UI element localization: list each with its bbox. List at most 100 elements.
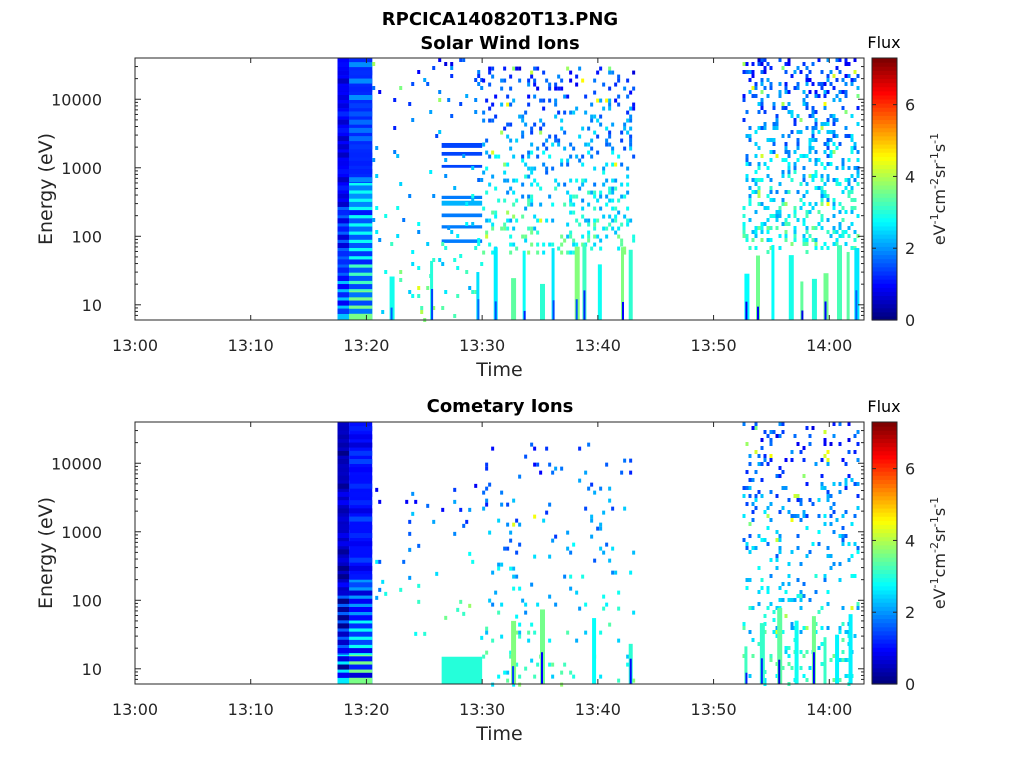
heatmap-cell	[850, 606, 854, 610]
heatmap-band	[349, 516, 373, 522]
heatmap-cell	[441, 262, 445, 266]
heatmap-cell	[787, 214, 791, 218]
heatmap-cell	[811, 114, 815, 118]
heatmap-cell	[491, 570, 495, 575]
heatmap-cell	[527, 250, 531, 255]
heatmap-cell	[787, 498, 791, 502]
heatmap-cell	[802, 154, 806, 158]
heatmap-cell	[450, 230, 454, 234]
heatmap-cell	[605, 142, 609, 147]
heatmap-cell	[823, 430, 827, 434]
heatmap-cell	[829, 114, 833, 118]
heatmap-cell	[542, 162, 546, 167]
heatmap-cell	[569, 154, 573, 159]
heatmap-cell	[393, 126, 397, 130]
heatmap-cell	[796, 130, 800, 134]
heatmap-cell	[605, 126, 609, 131]
heatmap-cell	[581, 154, 585, 159]
heatmap-cell	[781, 198, 785, 202]
heatmap-cell	[617, 638, 621, 643]
heatmap-cell	[802, 626, 806, 630]
heatmap-cell	[820, 186, 824, 190]
colorbar-step	[872, 94, 897, 100]
heatmap-cell	[617, 198, 621, 203]
heatmap-cell	[527, 202, 531, 207]
heatmap-cell	[509, 242, 513, 247]
heatmap-cell	[411, 262, 415, 266]
heatmap-cell	[485, 486, 489, 491]
heatmap-cell	[566, 94, 570, 99]
heatmap-cell	[841, 206, 845, 210]
heatmap-cell	[480, 262, 484, 266]
heatmap-streak	[760, 658, 763, 684]
heatmap-cell	[512, 178, 516, 183]
heatmap-cell	[853, 206, 857, 210]
heatmap-cell	[742, 494, 746, 498]
heatmap-cell	[799, 154, 803, 158]
heatmap-band	[337, 648, 350, 654]
heatmap-cell	[611, 190, 615, 195]
heatmap-band	[337, 234, 350, 240]
heatmap-cell	[450, 74, 454, 78]
heatmap-cell	[775, 190, 779, 194]
heatmap-cell	[748, 578, 752, 582]
heatmap-band	[337, 218, 350, 224]
heatmap-cell	[477, 238, 481, 242]
heatmap-cell	[763, 206, 767, 210]
unit-exponent: -1	[928, 152, 941, 163]
heatmap-cell	[611, 146, 615, 151]
heatmap-cell	[632, 238, 636, 243]
heatmap-cell	[497, 674, 501, 679]
x-tick-label: 13:30	[459, 336, 505, 355]
heatmap-cell	[608, 134, 612, 139]
heatmap-cell	[826, 230, 830, 234]
heatmap-cell	[763, 66, 767, 70]
heatmap-cell	[760, 494, 764, 498]
heatmap-cell	[754, 506, 758, 510]
heatmap-cell	[787, 190, 791, 194]
heatmap-cell	[593, 558, 597, 563]
heatmap-cell	[844, 134, 848, 138]
heatmap-cell	[847, 190, 851, 194]
heatmap-cell	[775, 674, 779, 678]
heatmap-cell	[587, 150, 591, 155]
colorbar-step	[872, 160, 897, 166]
colorbar-step	[872, 561, 897, 566]
heatmap-cell	[617, 74, 621, 79]
heatmap-cell	[826, 122, 830, 126]
heatmap-cell	[793, 226, 797, 230]
heatmap-cell	[757, 454, 761, 458]
colorbar-step	[872, 606, 897, 611]
heatmap-cell	[620, 138, 624, 143]
heatmap-cell	[748, 478, 752, 482]
heatmap-cell	[503, 222, 507, 227]
heatmap-cell	[623, 458, 627, 463]
heatmap-band	[349, 78, 373, 84]
colorbar-title: Flux	[867, 33, 900, 52]
heatmap-cell	[632, 550, 636, 555]
heatmap-cell	[817, 646, 821, 650]
heatmap-cell	[515, 518, 519, 523]
unit-part: eV	[930, 588, 949, 609]
heatmap-cell	[793, 234, 797, 238]
heatmap-cell	[745, 502, 749, 506]
heatmap-cell	[796, 82, 800, 86]
heatmap-cell	[763, 86, 767, 90]
heatmap-cell	[832, 214, 836, 218]
heatmap-cell	[485, 218, 489, 223]
heatmap-streak	[771, 244, 775, 320]
heatmap-cell	[784, 486, 788, 490]
heatmap-cell	[748, 198, 752, 202]
cometary-panel: 13:00 13:10 13:20 13:30 13:40 13:50 14:0010100…	[35, 397, 949, 745]
heatmap-cell	[787, 598, 791, 602]
colorbar-step	[872, 585, 897, 591]
heatmap-cell	[545, 446, 549, 451]
heatmap-cell	[844, 74, 848, 78]
heatmap-cell	[757, 602, 761, 606]
heatmap-cell	[745, 586, 749, 590]
heatmap-cell	[838, 226, 842, 230]
heatmap-cell	[796, 218, 800, 222]
heatmap-cell	[497, 518, 501, 523]
heatmap-cell	[599, 526, 603, 531]
colorbar-step	[872, 634, 897, 640]
